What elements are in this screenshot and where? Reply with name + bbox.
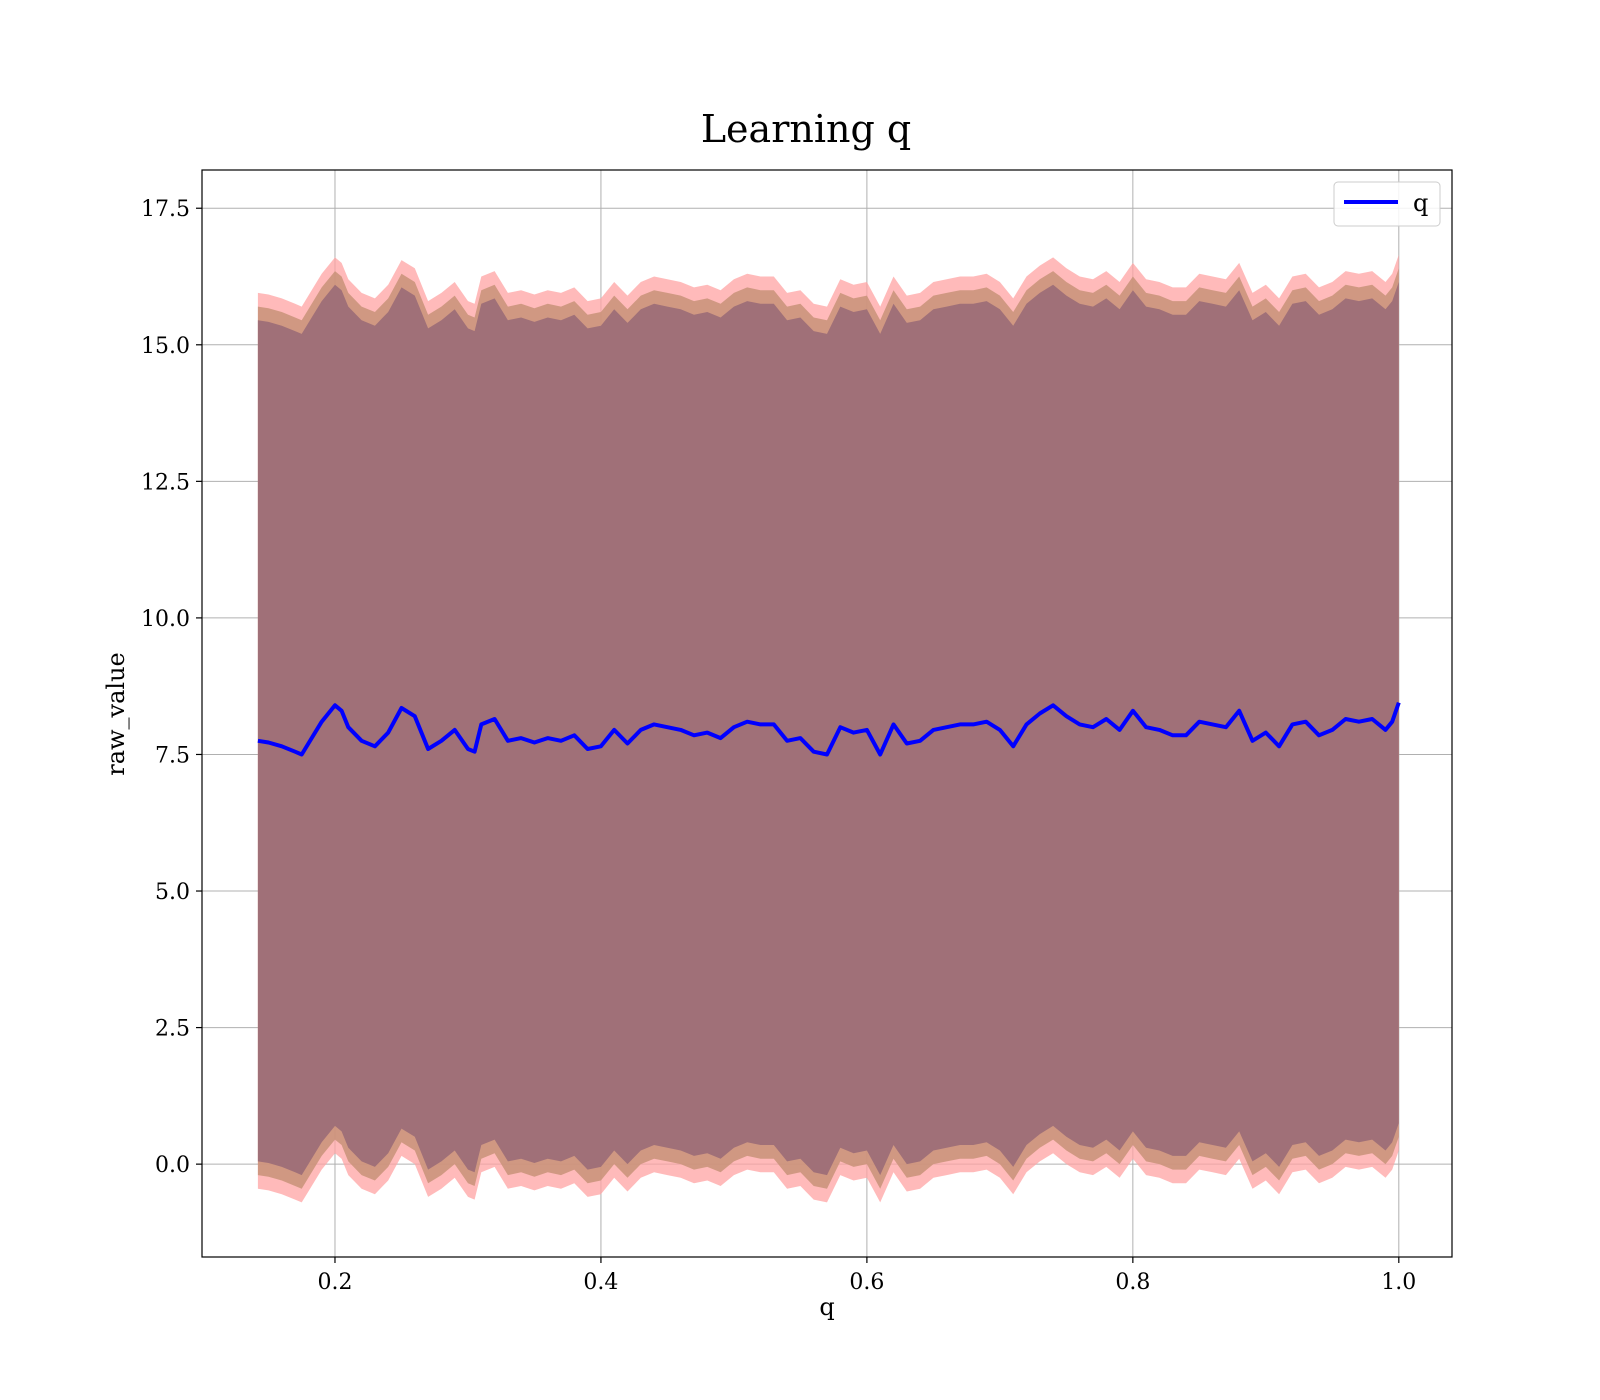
series-lines	[257, 701, 1401, 757]
y-tick-label: 10.0	[141, 607, 190, 632]
legend: q	[1333, 181, 1441, 227]
x-tick-label: 1.0	[1381, 1270, 1416, 1295]
y-axis-label: raw_value	[102, 652, 130, 776]
y-tick-label: 5.0	[155, 880, 190, 905]
y-tick-label: 7.5	[155, 743, 190, 768]
chart-title: Learning q	[701, 107, 911, 151]
x-tick-label: 0.2	[317, 1270, 352, 1295]
x-tick-label: 0.6	[849, 1270, 884, 1295]
legend-label-q: q	[1413, 189, 1428, 217]
x-tick-label: 0.8	[1115, 1270, 1150, 1295]
y-tick-label: 12.5	[141, 470, 190, 495]
series-line-q	[257, 701, 1401, 757]
y-tick-label: 17.5	[141, 197, 190, 222]
x-axis-label: q	[819, 1293, 834, 1321]
bands	[257, 254, 1399, 1203]
y-tick-label: 15.0	[141, 334, 190, 359]
x-tick-label: 0.4	[583, 1270, 618, 1295]
y-tick-label: 2.5	[155, 1017, 190, 1042]
plot-frame	[201, 169, 1453, 1258]
inner-band	[257, 282, 1399, 1176]
y-tick-label: 0.0	[155, 1153, 190, 1178]
ticks: 0.2 0.4 0.6 0.8 1.0 0.0 2.5 5.0 7.5 10.0 12.5 15.0 1…	[141, 197, 1416, 1295]
